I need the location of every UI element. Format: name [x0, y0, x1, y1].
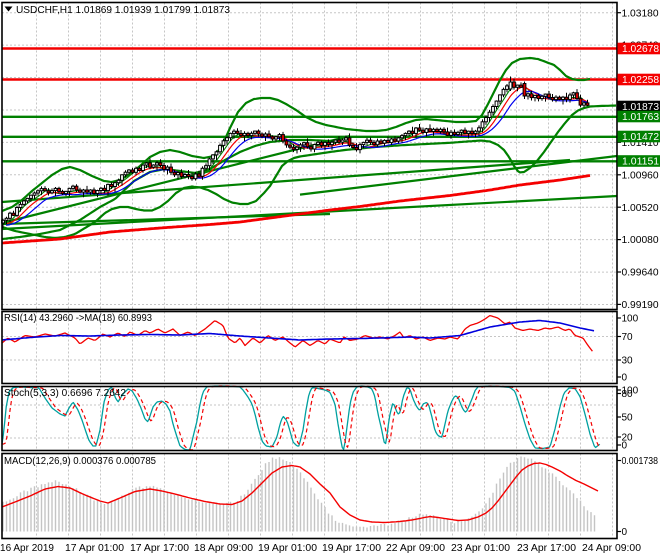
svg-text:0: 0: [622, 527, 628, 538]
svg-text:23 Apr 01:00: 23 Apr 01:00: [451, 543, 510, 554]
svg-text:1.02258: 1.02258: [622, 75, 660, 86]
svg-text:20: 20: [622, 433, 634, 444]
svg-text:1.02678: 1.02678: [622, 44, 660, 55]
svg-text:0: 0: [622, 441, 628, 452]
svg-text:USDCHF,H1 1.01869 1.01939 1.0: USDCHF,H1 1.01869 1.01939 1.01799 1.0187…: [16, 5, 230, 16]
svg-text:Stoch(5,3,3) 0.6696 7.2642: Stoch(5,3,3) 0.6696 7.2642: [4, 388, 126, 399]
svg-text:70: 70: [622, 332, 634, 343]
svg-text:0.99190: 0.99190: [622, 300, 660, 311]
svg-text:22 Apr 09:00: 22 Apr 09:00: [386, 543, 445, 554]
svg-text:16 Apr 2019: 16 Apr 2019: [0, 543, 54, 554]
svg-text:100: 100: [622, 386, 639, 397]
svg-text:1.01873: 1.01873: [622, 102, 660, 113]
svg-text:1.00080: 1.00080: [622, 235, 660, 246]
svg-text:1.01472: 1.01472: [622, 132, 660, 143]
svg-text:RSI(14) 43.2960 ->MA(18) 60.8: RSI(14) 43.2960 ->MA(18) 60.8993: [4, 313, 152, 324]
svg-text:1.01151: 1.01151: [622, 157, 660, 168]
svg-text:0.001738: 0.001738: [622, 456, 659, 467]
svg-text:1.01763: 1.01763: [622, 112, 660, 123]
svg-text:1.00520: 1.00520: [622, 203, 660, 214]
svg-text:19 Apr 01:00: 19 Apr 01:00: [258, 543, 317, 554]
svg-text:0: 0: [622, 373, 628, 384]
svg-text:18 Apr 09:00: 18 Apr 09:00: [194, 543, 253, 554]
svg-text:1.00960: 1.00960: [622, 170, 660, 181]
svg-text:50: 50: [622, 413, 634, 424]
svg-text:1.03180: 1.03180: [622, 8, 660, 19]
svg-text:17 Apr 01:00: 17 Apr 01:00: [65, 543, 124, 554]
svg-text:100: 100: [622, 314, 639, 325]
svg-text:30: 30: [622, 356, 634, 367]
svg-text:MACD(12,26,9) 0.000376 0.00078: MACD(12,26,9) 0.000376 0.000785: [4, 456, 156, 467]
svg-text:23 Apr 17:00: 23 Apr 17:00: [517, 543, 576, 554]
svg-text:17 Apr 17:00: 17 Apr 17:00: [130, 543, 189, 554]
svg-text:24 Apr 09:00: 24 Apr 09:00: [582, 543, 641, 554]
svg-text:0.99640: 0.99640: [622, 268, 660, 279]
svg-text:19 Apr 17:00: 19 Apr 17:00: [322, 543, 381, 554]
svg-text:1.01410: 1.01410: [622, 138, 660, 149]
svg-text:80: 80: [622, 389, 634, 400]
